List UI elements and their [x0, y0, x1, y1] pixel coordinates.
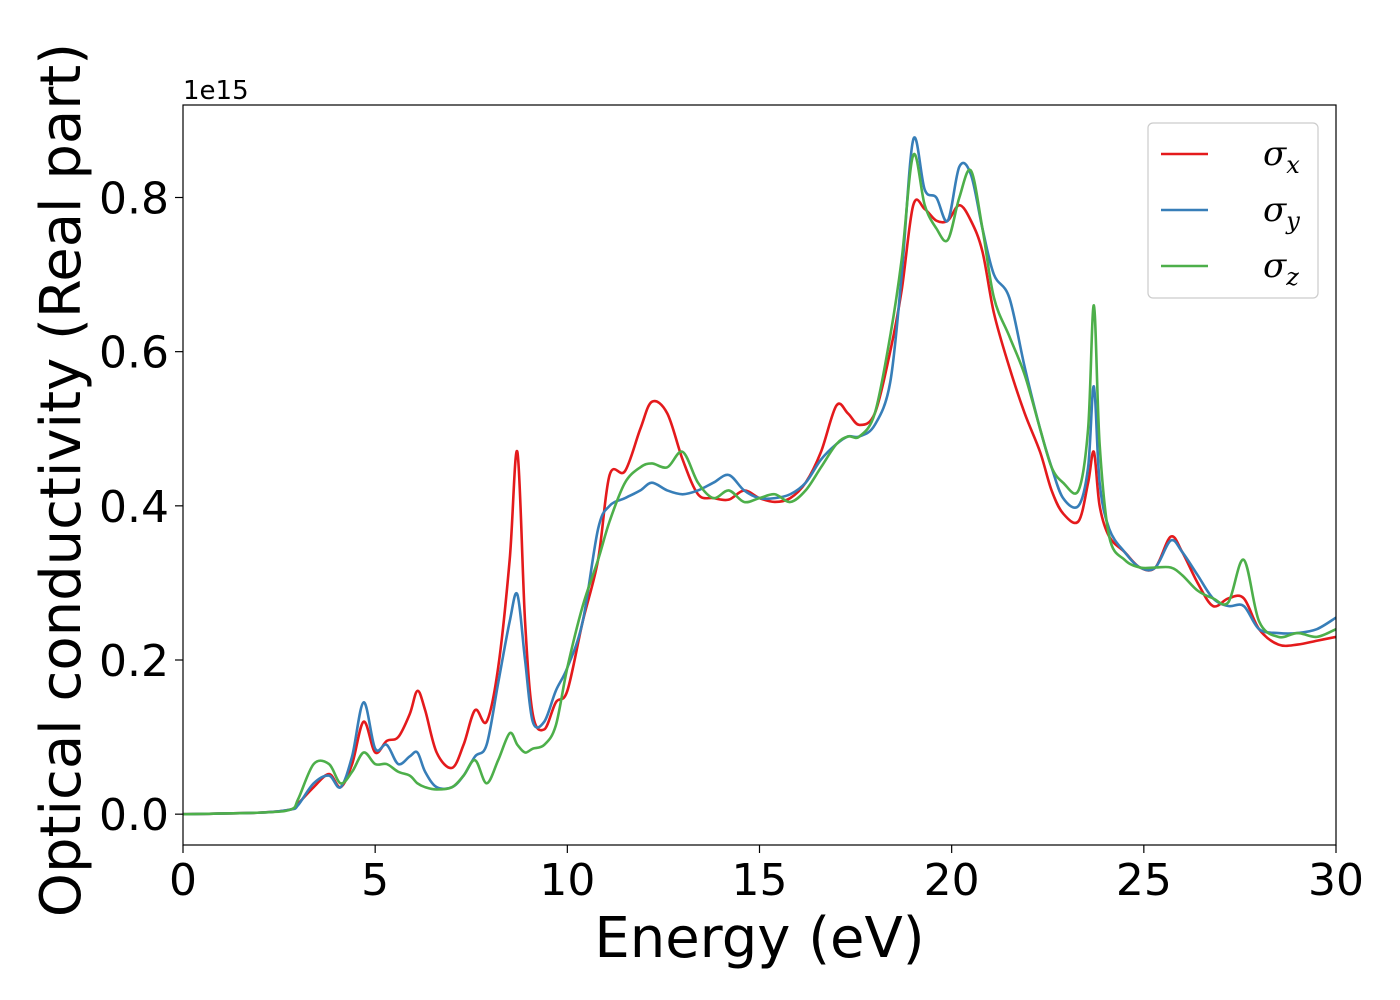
x-tick-label: 30	[1308, 855, 1364, 906]
x-tick-label: 20	[924, 855, 980, 906]
y-axis-label: Optical conductivity (Real part)	[29, 43, 94, 917]
y-tick-label: 0.2	[99, 636, 169, 687]
x-tick-label: 10	[539, 855, 595, 906]
x-tick-label: 15	[732, 855, 788, 906]
legend-label-z: σz	[1263, 246, 1299, 291]
x-axis-label: Energy (eV)	[594, 906, 924, 971]
x-tick-label: 25	[1116, 855, 1172, 906]
series-layer	[183, 136, 1336, 816]
legend-label-x: σx	[1263, 134, 1300, 179]
legend-subscript: z	[1285, 263, 1299, 291]
legend-box	[1147, 122, 1319, 299]
legend-symbol: σ	[1263, 190, 1287, 230]
legend-subscript: x	[1286, 151, 1300, 179]
x-tick-label: 5	[361, 855, 389, 906]
legend-subscript: y	[1285, 207, 1300, 235]
ticks-layer: 0 5 10 15 20 25 30 0.0 0.2 0.4 0.6 0.8	[99, 174, 1364, 907]
y-tick-label: 0.4	[99, 482, 169, 533]
y-tick-label: 0.6	[99, 328, 169, 379]
legend-symbol: σ	[1263, 246, 1287, 286]
y-tick-label: 0.0	[99, 790, 169, 841]
legend-symbol: σ	[1263, 134, 1287, 174]
y-offset-label: 1e15	[183, 76, 249, 106]
legend-label-y: σy	[1263, 190, 1300, 235]
y-tick-label: 0.8	[99, 174, 169, 225]
x-tick-label: 0	[169, 855, 197, 906]
series-line-z	[183, 152, 1336, 816]
